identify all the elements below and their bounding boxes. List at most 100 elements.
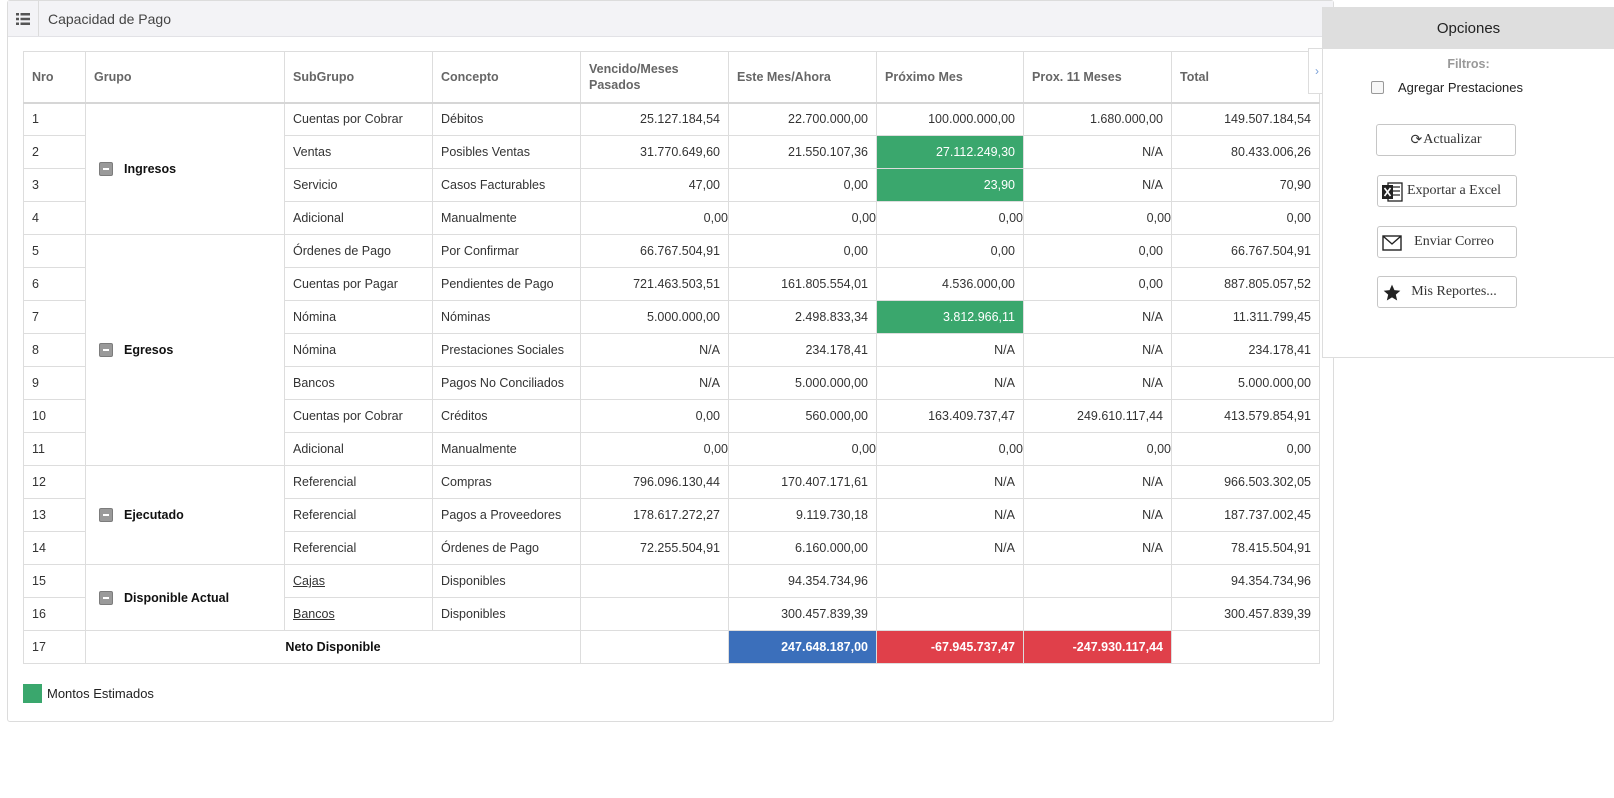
cell-total: 11.311.799,45 xyxy=(1171,300,1320,334)
collapse-icon[interactable] xyxy=(99,161,113,176)
cell-subgrupo: Adicional xyxy=(284,201,433,235)
cell-prox11: 249.610.117,44 xyxy=(1023,399,1172,433)
cell-concepto: Créditos xyxy=(432,399,581,433)
cell-nro: 3 xyxy=(23,168,86,202)
table-row: 11 Adicional Manualmente 0,00 0,00 0,00 … xyxy=(23,432,1320,466)
cell-vencido: 31.770.649,60 xyxy=(580,135,729,169)
cell-proximo: N/A xyxy=(876,465,1024,499)
cell-nro: 10 xyxy=(23,399,86,433)
col-header-total[interactable]: Total xyxy=(1171,51,1320,104)
table-row: 13 Referencial Pagos a Proveedores 178.6… xyxy=(23,498,1320,532)
chevron-right-icon[interactable]: › xyxy=(1308,48,1325,94)
cell-prox11: N/A xyxy=(1023,333,1172,367)
agregar-prestaciones-row[interactable]: Agregar Prestaciones xyxy=(1371,80,1614,95)
cell-prox11: N/A xyxy=(1023,300,1172,334)
cell-este-mes[interactable]: 0,00 xyxy=(728,432,877,466)
cell-este-mes: 2.498.833,34 xyxy=(728,300,877,334)
col-header-subgrupo[interactable]: SubGrupo xyxy=(284,51,433,104)
cell-este-mes: 234.178,41 xyxy=(728,333,877,367)
cell-concepto: Pagos a Proveedores xyxy=(432,498,581,532)
col-header-grupo[interactable]: Grupo xyxy=(85,51,285,104)
cell-vencido: N/A xyxy=(580,366,729,400)
exportar-excel-button[interactable]: Exportar a Excel xyxy=(1377,175,1517,207)
cell-este-mes: 5.000.000,00 xyxy=(728,366,877,400)
cell-prox11: 0,00 xyxy=(1023,267,1172,301)
cell-nro: 11 xyxy=(23,432,86,466)
col-header-vencido[interactable]: Vencido/Meses Pasados xyxy=(580,51,729,104)
cell-nro: 4 xyxy=(23,201,86,235)
table-row: 16 Bancos Disponibles 300.457.839,39 300… xyxy=(23,597,1320,631)
cell-concepto: Manualmente xyxy=(432,432,581,466)
group-cell-ejecutado: Ejecutado xyxy=(85,465,285,565)
cell-vencido: 25.127.184,54 xyxy=(580,102,729,136)
cell-concepto: Prestaciones Sociales xyxy=(432,333,581,367)
col-header-concepto[interactable]: Concepto xyxy=(432,51,581,104)
table-row: 14 Referencial Órdenes de Pago 72.255.50… xyxy=(23,531,1320,565)
cell-subgrupo: Órdenes de Pago xyxy=(284,234,433,268)
table-row: 5 Egresos Órdenes de Pago Por Confirmar … xyxy=(23,234,1320,466)
cell-subgrupo: Referencial xyxy=(284,465,433,499)
cell-prox11: N/A xyxy=(1023,135,1172,169)
excel-icon xyxy=(1380,180,1404,204)
cell-vencido xyxy=(580,597,729,631)
collapse-icon[interactable] xyxy=(99,508,113,522)
cell-nro: 13 xyxy=(23,498,86,532)
col-header-nro[interactable]: Nro xyxy=(23,51,86,104)
col-header-este-mes[interactable]: Este Mes/Ahora xyxy=(728,51,877,104)
mis-reportes-button[interactable]: Mis Reportes... xyxy=(1377,276,1517,308)
net-este-mes: 247.648.187,00 xyxy=(728,630,877,664)
cell-este-mes: 21.550.107,36 xyxy=(728,135,877,169)
agregar-prestaciones-label: Agregar Prestaciones xyxy=(1398,80,1524,95)
cell-vencido[interactable]: 0,00 xyxy=(580,432,729,466)
star-icon xyxy=(1380,281,1404,305)
table-row: 10 Cuentas por Cobrar Créditos 0,00 560.… xyxy=(23,399,1320,433)
actualizar-label: Actualizar xyxy=(1423,132,1482,147)
cell-vencido: 47,00 xyxy=(580,168,729,202)
collapse-icon[interactable] xyxy=(99,343,113,357)
agregar-prestaciones-checkbox[interactable] xyxy=(1371,81,1384,94)
group-label: Ingresos xyxy=(124,161,177,176)
col-header-prox-11-meses[interactable]: Prox. 11 Meses xyxy=(1023,51,1172,104)
enviar-correo-button[interactable]: Enviar Correo xyxy=(1377,226,1517,258)
cell-total: 300.457.839,39 xyxy=(1171,597,1320,631)
cell-prox11: 0,00 xyxy=(1023,234,1172,268)
capacidad-de-pago-panel: Capacidad de Pago Nro Grupo SubGrupo Con… xyxy=(7,0,1334,722)
cell-nro: 17 xyxy=(23,630,86,664)
cell-proximo[interactable]: 0,00 xyxy=(876,432,1024,466)
cell-vencido: N/A xyxy=(580,333,729,367)
cell-prox11[interactable]: 0,00 xyxy=(1023,201,1172,235)
cell-este-mes[interactable]: 0,00 xyxy=(728,201,877,235)
cell-total: 234.178,41 xyxy=(1171,333,1320,367)
cell-prox11[interactable]: 0,00 xyxy=(1023,432,1172,466)
cell-total: 0,00 xyxy=(1171,432,1320,466)
table-row: 15 Disponible Actual Cajas Disponibles 9… xyxy=(23,564,1320,631)
link-bancos[interactable]: Bancos xyxy=(293,607,335,621)
col-header-proximo-mes[interactable]: Próximo Mes xyxy=(876,51,1024,104)
cell-proximo xyxy=(876,597,1024,631)
correo-label: Enviar Correo xyxy=(1414,234,1494,249)
list-menu-icon[interactable] xyxy=(8,1,39,36)
link-cajas[interactable]: Cajas xyxy=(293,574,325,588)
cell-vencido[interactable]: 0,00 xyxy=(580,201,729,235)
cell-concepto: Disponibles xyxy=(432,597,581,631)
cell-nro: 2 xyxy=(23,135,86,169)
actualizar-button[interactable]: ⟳ Actualizar xyxy=(1376,124,1516,156)
net-proximo: -67.945.737,47 xyxy=(876,630,1024,664)
cell-proximo: 0,00 xyxy=(876,234,1024,268)
cell-nro: 7 xyxy=(23,300,86,334)
cell-concepto: Disponibles xyxy=(432,564,581,598)
cell-vencido xyxy=(580,630,729,664)
cell-proximo: 163.409.737,47 xyxy=(876,399,1024,433)
cell-vencido xyxy=(580,564,729,598)
cell-proximo: N/A xyxy=(876,498,1024,532)
collapse-icon[interactable] xyxy=(99,590,113,605)
group-cell-disponible-actual: Disponible Actual xyxy=(85,564,285,631)
cell-subgrupo: Nómina xyxy=(284,300,433,334)
cell-nro: 16 xyxy=(23,597,86,631)
cell-proximo xyxy=(876,564,1024,598)
cell-proximo[interactable]: 0,00 xyxy=(876,201,1024,235)
envelope-icon xyxy=(1380,231,1404,255)
payment-capacity-table: Nro Grupo SubGrupo Concepto Vencido/Mese… xyxy=(23,51,1320,664)
cell-este-mes: 560.000,00 xyxy=(728,399,877,433)
net-label: Neto Disponible xyxy=(85,630,581,664)
